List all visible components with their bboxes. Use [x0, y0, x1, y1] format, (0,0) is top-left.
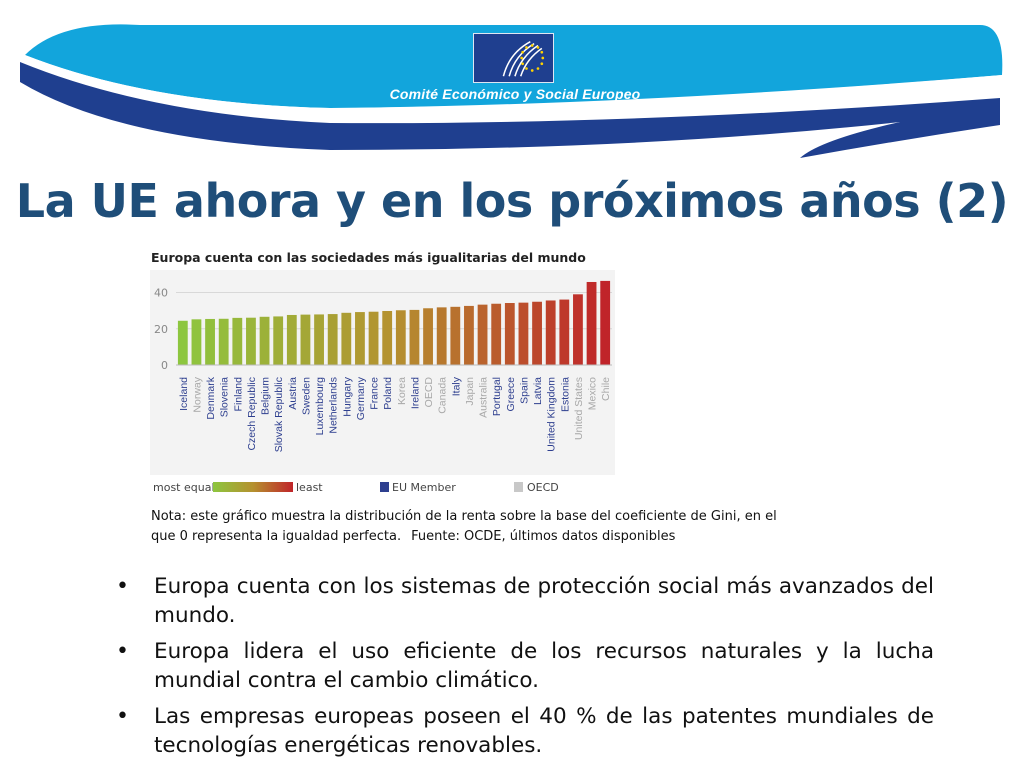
note-line-2: que 0 representa la igualdad perfecta.: [151, 529, 402, 544]
bar-luxembourg: [314, 314, 324, 365]
organization-name: Comité Económico y Social Europeo: [389, 86, 641, 102]
bar-czech-republic: [246, 317, 256, 365]
x-tick-label: Luxembourg: [314, 377, 326, 436]
y-tick-label: 0: [161, 359, 168, 372]
y-tick-label: 20: [154, 323, 168, 336]
x-tick-label: OECD: [423, 377, 435, 408]
note-source: Fuente: OCDE, últimos datos disponibles: [411, 529, 676, 544]
bar-slovak-republic: [273, 316, 284, 365]
bar-latvia: [532, 301, 542, 365]
bar-greece: [504, 303, 515, 365]
bar-denmark: [205, 318, 215, 365]
x-tick-label: Mexico: [587, 377, 599, 410]
x-tick-label: Poland: [382, 377, 394, 410]
bar-japan: [464, 305, 474, 365]
x-tick-label: Norway: [191, 376, 203, 412]
note-line-1: Nota: este gráfico muestra la distribuci…: [151, 509, 777, 524]
legend-most-equal-label: most equal: [153, 481, 215, 494]
bullet-item: • Europa cuenta con los sistemas de prote…: [110, 572, 934, 630]
x-tick-label: Finland: [232, 377, 244, 412]
legend-eu-label: EU Member: [392, 481, 456, 494]
x-tick-label: Iceland: [178, 377, 190, 411]
bar-germany: [355, 312, 365, 365]
legend-oecd-label: OECD: [527, 481, 559, 494]
bar-austria: [286, 314, 297, 365]
x-tick-label: Belgium: [260, 377, 272, 415]
x-tick-label: Greece: [505, 377, 517, 412]
bullet-item: • Europa lidera el uso eficiente de los r…: [110, 637, 934, 695]
bar-united-states: [573, 294, 583, 365]
bar-australia: [477, 304, 488, 365]
x-tick-label: Italy: [450, 376, 462, 396]
bar-finland: [232, 317, 243, 365]
bar-mexico: [586, 281, 597, 365]
legend-eu-swatch: [380, 482, 389, 492]
x-tick-label: Germany: [355, 376, 367, 420]
bullet-list: • Europa cuenta con los sistemas de prote…: [110, 572, 934, 767]
header-banner: Comité Económico y Social Europeo: [0, 0, 1024, 165]
x-tick-label: Korea: [396, 377, 408, 405]
bar-netherlands: [327, 314, 338, 365]
legend-oecd-swatch: [514, 482, 523, 492]
x-tick-label: United States: [573, 377, 585, 440]
bar-oecd: [423, 308, 433, 365]
x-tick-label: Japan: [464, 377, 476, 406]
bar-norway: [191, 319, 202, 365]
x-tick-label: Estonia: [559, 377, 571, 412]
slide-title: La UE ahora y en los próximos años (2): [15, 174, 1009, 228]
bar-france: [368, 311, 379, 365]
x-tick-label: Sweden: [300, 377, 312, 415]
x-tick-label: Denmark: [205, 376, 217, 419]
x-tick-label: Spain: [518, 377, 530, 404]
chart-title: Europa cuenta con las sociedades más igu…: [151, 250, 586, 265]
x-tick-label: Hungary: [341, 376, 353, 416]
x-tick-label: Canada: [437, 377, 449, 414]
bar-poland: [382, 310, 393, 365]
bullet-icon: •: [116, 574, 129, 599]
bar-spain: [518, 302, 529, 365]
bar-belgium: [259, 316, 270, 365]
bar-hungary: [341, 312, 352, 365]
x-tick-label: Czech Republic: [246, 377, 258, 451]
chart-note: Nota: este gráfico muestra la distribuci…: [151, 507, 851, 547]
bar-portugal: [491, 303, 502, 365]
x-tick-label: Slovak Republic: [273, 377, 285, 452]
x-tick-label: Chile: [600, 377, 612, 401]
x-tick-label: Austria: [287, 377, 299, 410]
bullet-text: Europa lidera el uso eficiente de los re…: [154, 639, 934, 693]
y-tick-label: 40: [154, 287, 168, 300]
bar-canada: [436, 307, 447, 365]
legend-gradient: [213, 482, 293, 492]
x-tick-label: Slovenia: [219, 377, 231, 417]
gini-bar-chart: 0 20 40 Iceland Norway Denmark Slovenia Finland…: [150, 270, 615, 500]
x-tick-label: Latvia: [532, 377, 544, 405]
bullet-icon: •: [116, 639, 129, 664]
bar-iceland: [177, 320, 188, 365]
bar-ireland: [409, 309, 420, 365]
bar-slovenia: [218, 318, 229, 365]
bar-italy: [450, 306, 461, 365]
x-tick-label: Portugal: [491, 377, 503, 416]
x-tick-label: United Kingdom: [546, 377, 558, 452]
bar-sweden: [300, 314, 311, 365]
eesc-logo-icon: [473, 33, 554, 83]
bullet-text: Europa cuenta con los sistemas de protec…: [154, 574, 934, 628]
legend-least-label: least: [296, 481, 323, 494]
bar-united-kingdom: [545, 300, 556, 365]
x-tick-label: Netherlands: [328, 377, 340, 434]
bar-korea: [395, 310, 406, 365]
bullet-text: Las empresas europeas poseen el 40 % de …: [154, 704, 934, 758]
bullet-icon: •: [116, 704, 129, 729]
bar-chile: [600, 280, 611, 365]
x-tick-label: France: [369, 377, 381, 410]
bullet-item: • Las empresas europeas poseen el 40 % de…: [110, 702, 934, 760]
bar-estonia: [559, 299, 570, 365]
x-tick-label: Australia: [478, 377, 490, 418]
x-tick-label: Ireland: [409, 377, 421, 409]
